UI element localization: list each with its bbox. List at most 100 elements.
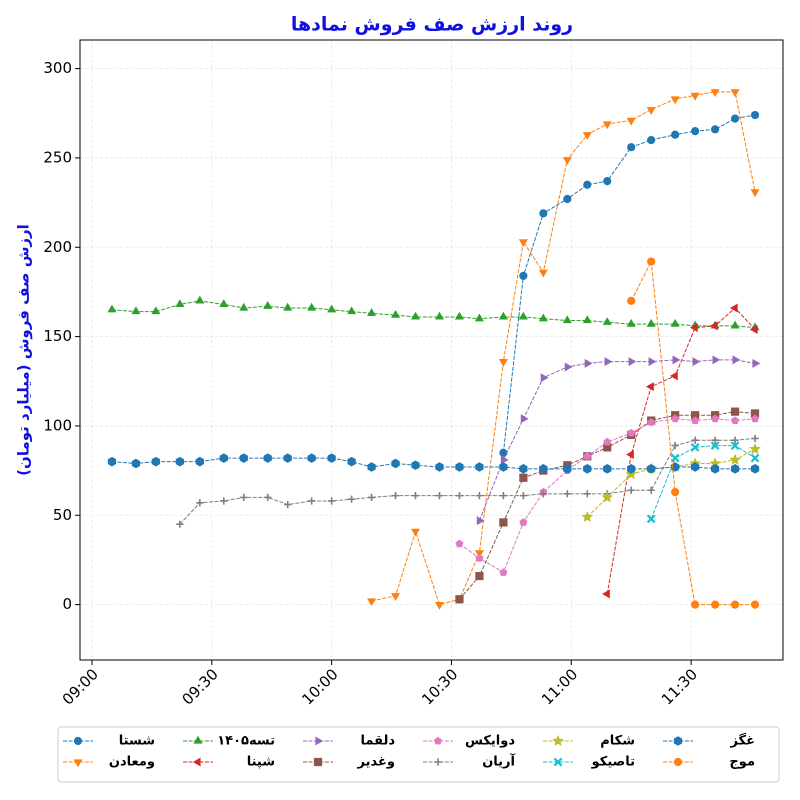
legend-marker: [673, 757, 683, 767]
y-axis-label: ارزش صف فروش (میلیارد تومان): [15, 224, 33, 476]
marker: [669, 371, 678, 381]
marker: [131, 458, 141, 469]
marker: [367, 462, 376, 472]
legend-label: وغدیر: [357, 755, 395, 770]
legend-marker: [192, 757, 201, 767]
marker: [498, 359, 508, 367]
marker: [563, 490, 571, 498]
marker: [519, 271, 528, 280]
marker: [240, 493, 248, 502]
marker: [603, 177, 612, 186]
marker: [283, 453, 292, 463]
marker: [475, 571, 484, 581]
series-line: [586, 448, 756, 518]
marker: [455, 492, 464, 500]
marker: [367, 598, 377, 607]
marker: [602, 121, 612, 130]
marker: [176, 520, 184, 528]
legend-label: تاصیکو: [591, 755, 635, 770]
legend-label: آریان: [482, 753, 515, 770]
marker: [538, 313, 548, 322]
marker: [583, 180, 592, 189]
marker: [347, 456, 356, 467]
marker: [689, 323, 698, 333]
marker: [328, 497, 336, 505]
marker: [730, 407, 740, 416]
y-tick-label: 150: [43, 327, 72, 345]
marker: [749, 443, 761, 455]
series-line: [179, 437, 756, 525]
x-tick-label: 10:00: [298, 665, 341, 708]
marker: [474, 550, 484, 558]
marker: [710, 441, 720, 450]
series-line: [650, 445, 756, 520]
legend-marker: [433, 736, 443, 745]
marker: [584, 358, 593, 368]
marker: [263, 453, 272, 463]
marker: [751, 434, 759, 443]
marker: [239, 453, 248, 463]
marker: [626, 450, 634, 460]
marker: [711, 414, 720, 423]
marker: [107, 304, 117, 313]
marker: [602, 317, 612, 325]
marker: [750, 110, 760, 120]
marker: [690, 92, 700, 101]
marker: [518, 239, 528, 248]
marker: [474, 313, 484, 322]
marker: [627, 296, 636, 305]
marker: [327, 304, 337, 313]
marker: [647, 418, 656, 426]
marker: [564, 362, 573, 372]
marker: [219, 299, 229, 308]
marker: [476, 516, 485, 526]
marker: [455, 462, 464, 472]
legend-label: غگز: [729, 733, 755, 749]
marker: [710, 464, 720, 474]
marker: [411, 528, 421, 537]
marker: [583, 490, 591, 498]
y-tick-label: 0: [62, 595, 72, 613]
marker: [391, 458, 400, 469]
marker: [672, 355, 681, 365]
marker: [626, 318, 636, 327]
marker: [691, 600, 700, 609]
marker: [749, 324, 758, 334]
marker: [671, 441, 679, 450]
legend-marker: [73, 759, 83, 768]
marker: [647, 486, 655, 494]
marker: [391, 309, 401, 318]
marker: [307, 453, 316, 463]
x-tick-label: 09:30: [179, 665, 222, 708]
marker: [563, 194, 572, 204]
series-line: [111, 300, 756, 329]
marker: [692, 357, 701, 367]
marker: [646, 107, 656, 115]
marker: [411, 460, 420, 471]
marker: [518, 311, 528, 320]
marker: [583, 464, 592, 474]
marker: [308, 497, 316, 505]
legend-marker: [553, 757, 563, 767]
marker: [732, 355, 741, 365]
marker: [455, 539, 464, 548]
marker: [670, 453, 680, 463]
marker: [519, 492, 527, 500]
marker: [691, 127, 700, 136]
marker: [435, 462, 444, 472]
series-line: [111, 457, 756, 470]
marker: [520, 414, 529, 424]
legend-marker: [315, 736, 324, 746]
x-tick-label: 11:30: [658, 665, 701, 708]
marker: [712, 355, 721, 365]
x-tick-label: 10:30: [418, 665, 461, 708]
y-tick-label: 250: [43, 148, 72, 166]
marker: [562, 157, 572, 165]
marker: [151, 306, 161, 315]
marker: [671, 462, 680, 472]
plot-frame: [79, 39, 784, 661]
y-tick-label: 300: [43, 59, 72, 77]
y-tick-label: 100: [43, 416, 72, 434]
chart-title: روند ارزش صف فروش نمادها: [291, 14, 573, 36]
legend-label: تسه۱۴۰۵: [217, 734, 275, 749]
